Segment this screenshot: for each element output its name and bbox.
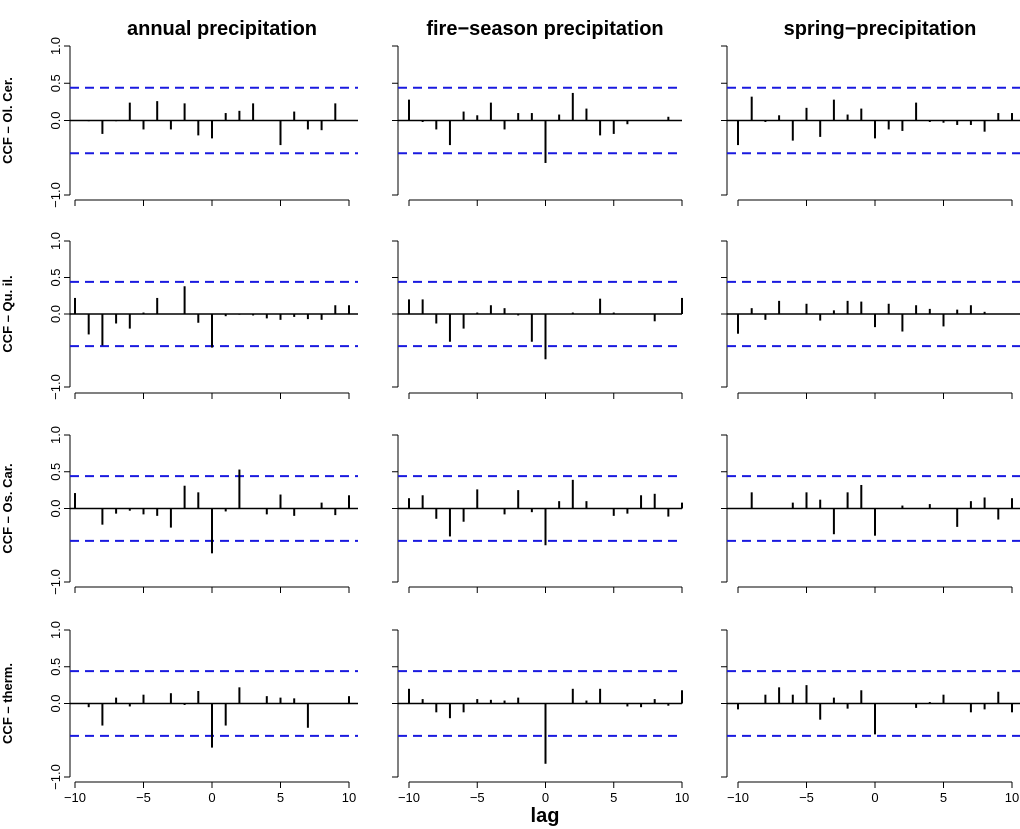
y-tick-label: 0.5 (48, 268, 63, 286)
x-tick-label: 10 (1005, 790, 1019, 805)
y-tick-label: 1.0 (48, 37, 63, 55)
y-tick-label: 0.5 (48, 74, 63, 92)
x-axis-title: lag (531, 805, 560, 827)
y-tick-label: 0.0 (48, 694, 63, 712)
x-tick-label: 0 (542, 790, 549, 805)
panel-r3-c2: −10 −5 0 5 10 (721, 629, 1020, 805)
column-title-spring: spring−precipitation (784, 18, 977, 40)
y-tick-label: −1.0 (48, 374, 63, 400)
row-label-1: CCF – Qu. il. (0, 275, 15, 352)
row-label-3: CCF – therm. (0, 663, 15, 744)
x-tick-label: −10 (398, 790, 420, 805)
y-tick-label: 0.0 (48, 111, 63, 129)
x-tick-label: 5 (277, 790, 284, 805)
row-label-0: CCF – Ol. Cer. (0, 77, 15, 164)
y-tick-label: 0.5 (48, 463, 63, 481)
column-titles: annual precipitation fire−season precipi… (127, 18, 976, 40)
y-tick-label: 0.5 (48, 658, 63, 676)
x-tick-label: −10 (727, 790, 749, 805)
y-tick-label: −1.0 (48, 764, 63, 790)
y-tick-label: −1.0 (48, 182, 63, 208)
x-tick-label: −5 (136, 790, 151, 805)
x-tick-label: 5 (610, 790, 617, 805)
panel-r3-c1: −10 −5 0 5 10 (392, 629, 689, 805)
y-tick-label: 1.0 (48, 621, 63, 639)
column-title-fire-season: fire−season precipitation (426, 18, 663, 40)
x-tick-label: 10 (675, 790, 689, 805)
y-tick-label: 0.0 (48, 499, 63, 517)
panel-r0-c0: 1.0 0.5 0.0 −1.0 (48, 37, 358, 208)
column-title-annual: annual precipitation (127, 18, 317, 40)
panel-r0-c1 (392, 45, 683, 206)
panel-r1-c1 (392, 240, 683, 399)
panel-r1-c2 (721, 240, 1020, 399)
panel-grid: CCF – Ol. Cer. 1.0 0.5 0.0 −1.0 CCF – Qu. il.… (0, 37, 1020, 805)
y-tick-label: −1.0 (48, 569, 63, 595)
y-tick-label: 0.0 (48, 305, 63, 323)
panel-r3-c0: 1.0 0.5 0.0 −1.0−10 −5 0 5 10 (48, 621, 358, 805)
y-tick-label: 1.0 (48, 426, 63, 444)
panel-r2-c2 (721, 434, 1020, 593)
y-tick-label: 1.0 (48, 232, 63, 250)
x-tick-label: −5 (799, 790, 814, 805)
x-tick-label: 5 (940, 790, 947, 805)
panel-r2-c0: 1.0 0.5 0.0 −1.0 (48, 426, 358, 595)
x-tick-label: 0 (871, 790, 878, 805)
panel-r1-c0: 1.0 0.5 0.0 −1.0 (48, 232, 358, 400)
x-tick-label: −10 (64, 790, 86, 805)
x-tick-label: 0 (208, 790, 215, 805)
panel-r0-c2 (721, 45, 1020, 206)
row-label-2: CCF – Os. Car. (0, 463, 15, 553)
panel-r2-c1 (392, 434, 683, 593)
x-tick-label: −5 (470, 790, 485, 805)
x-tick-label: 10 (342, 790, 356, 805)
